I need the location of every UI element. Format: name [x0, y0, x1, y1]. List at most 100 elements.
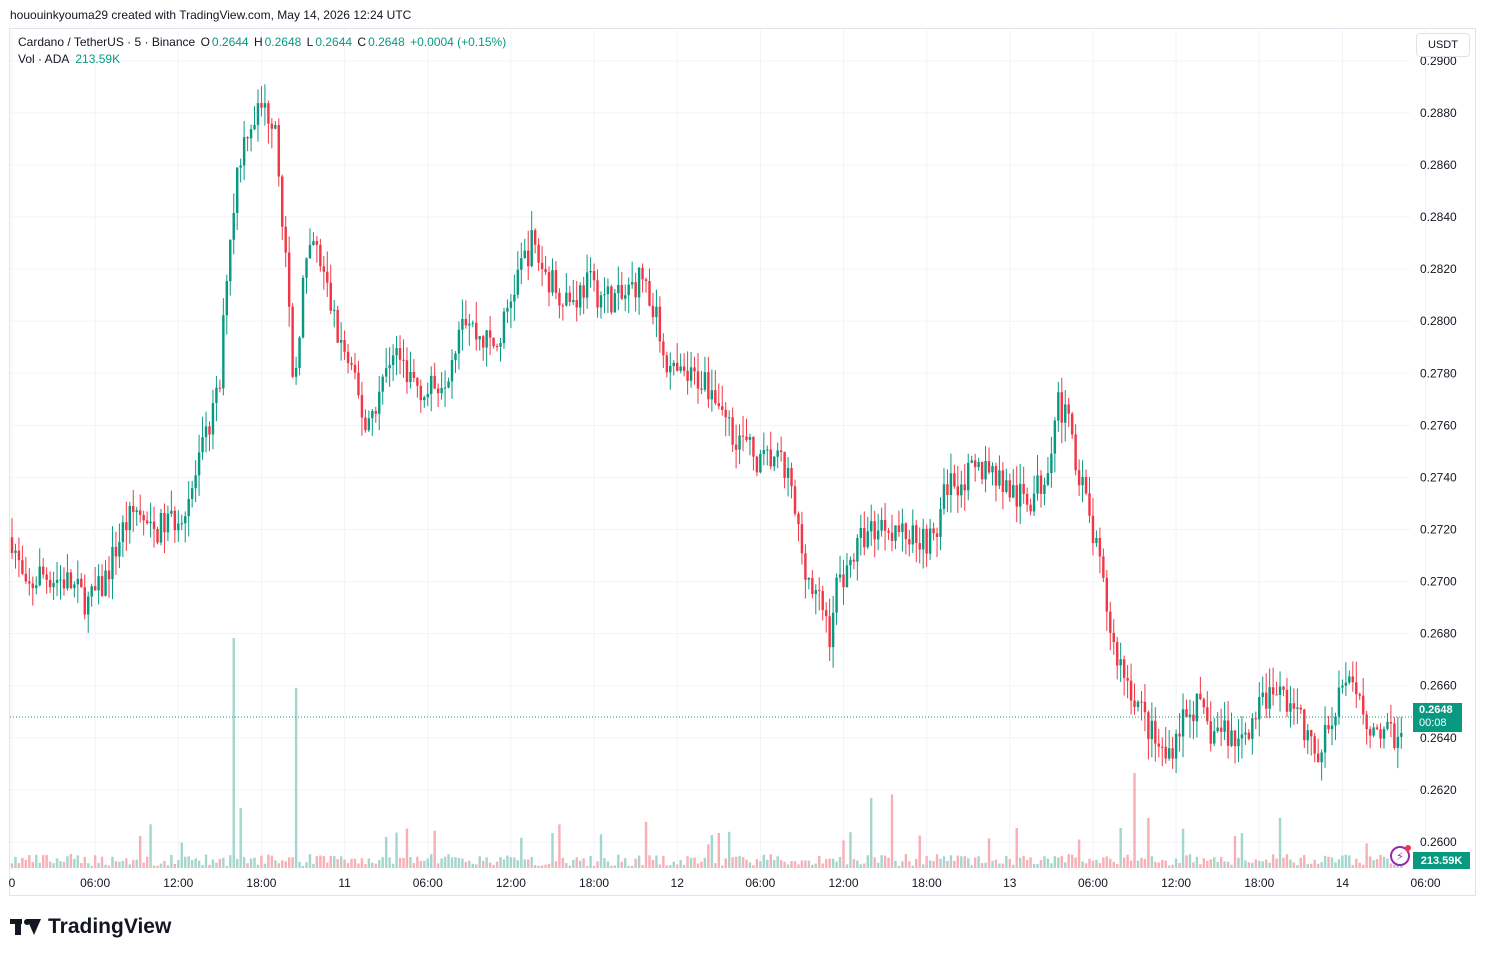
- x-tick-label: 06:00: [745, 876, 775, 890]
- candle-body: [610, 286, 613, 313]
- candle-body: [461, 318, 464, 330]
- candle-body: [1112, 632, 1115, 643]
- y-tick-label: 0.2600: [1420, 835, 1457, 849]
- brand-footer[interactable]: TradingView: [10, 915, 171, 939]
- volume-bar: [1258, 860, 1261, 868]
- volume-bar: [998, 863, 1001, 868]
- volume-bar: [197, 860, 201, 868]
- volume-bar: [471, 863, 475, 868]
- volume-bar: [745, 859, 748, 868]
- volume-bar: [904, 854, 908, 868]
- volume-bar: [1223, 861, 1226, 868]
- volume-bar: [707, 844, 710, 868]
- volume-bar: [322, 856, 326, 868]
- symbol-name[interactable]: Cardano / TetherUS · 5 · Binance: [18, 35, 196, 49]
- volume-bar: [1299, 857, 1303, 868]
- candle-body: [381, 376, 384, 392]
- candle-body: [523, 250, 526, 259]
- candle-body: [457, 329, 461, 354]
- volume-bar: [1254, 859, 1258, 868]
- volume-legend: Vol · ADA 213.59K: [18, 52, 120, 66]
- volume-bar: [1084, 863, 1088, 868]
- volume-label[interactable]: Vol · ADA: [18, 52, 70, 66]
- volume-bar: [932, 861, 935, 868]
- candle-body: [946, 484, 949, 496]
- volume-bar: [662, 855, 665, 868]
- candle-body: [953, 473, 956, 487]
- volume-bar: [1050, 863, 1053, 868]
- volume-bar: [298, 861, 301, 868]
- candle-body: [1167, 748, 1171, 759]
- candle-body: [1188, 714, 1192, 718]
- volume-bar: [980, 863, 984, 868]
- candle-body: [135, 510, 138, 513]
- candle-body: [1365, 714, 1368, 730]
- volume-bar: [627, 865, 630, 868]
- candle-body: [90, 586, 93, 597]
- candle-body: [606, 286, 610, 295]
- volume-bar: [1341, 855, 1344, 868]
- volume-bar: [1192, 862, 1195, 868]
- candle-body: [1070, 413, 1074, 435]
- volume-bar: [97, 862, 100, 868]
- volume-bar: [1292, 862, 1296, 868]
- volume-bar: [1029, 857, 1032, 868]
- candle-body: [447, 381, 450, 388]
- y-tick-label: 0.2800: [1420, 314, 1457, 328]
- candle-body: [679, 366, 682, 371]
- candle-body: [312, 241, 315, 245]
- candle-body: [481, 336, 485, 348]
- volume-bar: [679, 859, 682, 868]
- candle-body: [1341, 685, 1344, 688]
- volume-bar: [655, 855, 658, 868]
- lightning-bolt-icon[interactable]: ⚡: [1390, 845, 1411, 866]
- candle-body: [537, 244, 540, 263]
- volume-bar: [1316, 863, 1320, 868]
- volume-bar: [461, 858, 464, 868]
- volume-bar: [125, 858, 128, 868]
- candle-body: [1008, 480, 1012, 498]
- y-tick-label: 0.2620: [1420, 783, 1457, 797]
- volume-value: 213.59K: [75, 52, 121, 66]
- candle-body: [1129, 680, 1133, 701]
- candle-body: [41, 566, 45, 575]
- volume-bar: [773, 859, 776, 868]
- candle-body: [513, 294, 516, 302]
- volume-bar: [267, 854, 270, 868]
- volume-bar: [1320, 862, 1323, 868]
- volume-bar: [1382, 856, 1386, 868]
- volume-bar: [270, 855, 274, 868]
- candle-body: [627, 284, 630, 296]
- candle-body: [291, 306, 294, 377]
- volume-bar: [527, 859, 530, 868]
- volume-bar: [1348, 855, 1351, 868]
- candle-body: [766, 449, 769, 451]
- candle-body: [104, 570, 107, 596]
- volume-bar: [1275, 858, 1278, 868]
- candle-body: [911, 525, 915, 545]
- candle-body: [700, 388, 703, 390]
- volume-bar: [724, 858, 727, 868]
- volume-bar: [378, 860, 381, 868]
- candle-body: [1296, 707, 1299, 709]
- volume-bar: [1337, 859, 1341, 868]
- candle-body: [180, 523, 183, 525]
- candle-body: [28, 581, 31, 584]
- candle-body: [395, 348, 398, 356]
- candle-body: [350, 362, 353, 365]
- candle-body: [1355, 682, 1358, 695]
- candle-body: [1084, 476, 1088, 494]
- candle-body: [637, 267, 641, 298]
- candle-body: [956, 486, 960, 496]
- volume-bar: [194, 858, 197, 868]
- volume-bar: [481, 860, 485, 868]
- currency-button[interactable]: USDT: [1416, 33, 1470, 57]
- candle-body: [298, 337, 301, 368]
- volume-bar: [1219, 856, 1223, 868]
- candle-body: [599, 295, 603, 308]
- candle-body: [620, 284, 623, 299]
- candle-body: [1254, 718, 1258, 720]
- candle-body: [530, 230, 533, 267]
- volume-bar: [1102, 857, 1105, 868]
